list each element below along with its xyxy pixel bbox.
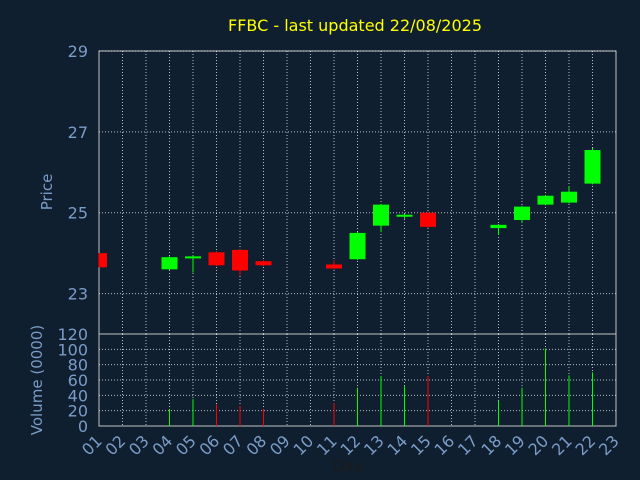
candle-body [537,195,554,205]
candle-body [490,224,507,229]
candle-body [584,150,601,184]
candle-body [514,206,530,220]
candle-body [232,249,248,271]
volume-tick-label: 20 [68,402,88,421]
candle-body [99,253,107,268]
candle-body [185,256,201,259]
price-pane: 23 25 27 29 Price [38,42,617,335]
candlestick-series [98,148,601,276]
price-tick-label: 23 [68,285,88,304]
price-tick-labels: 23 25 27 29 [68,42,88,304]
volume-tick-label: 40 [68,386,88,405]
candle-body [396,214,413,217]
price-tick-label: 29 [68,42,88,61]
candle-body [373,204,389,226]
price-tick-label: 27 [68,123,88,142]
x-tick-labels: 0102030405060708091011121314151617181920… [78,431,623,459]
volume-tick-label: 60 [68,371,88,390]
price-axis-label: Price [38,174,56,211]
candle-body [208,252,225,266]
volume-tick-label: 100 [57,340,88,359]
candle-body [349,232,366,260]
candle-body [561,191,577,203]
candle-body [420,212,436,227]
volume-axis-label: Volume (0000) [28,325,46,435]
volume-tick-label: 0 [78,417,88,436]
price-tick-label: 25 [68,204,88,223]
volume-tick-label: 80 [68,356,88,375]
x-axis-label: Day [333,457,363,475]
volume-tick-label: 120 [57,325,88,344]
candle-body [326,264,342,269]
candle-body [161,257,178,270]
chart-title: FFBC - last updated 22/08/2025 [228,16,482,35]
candle-body [255,261,272,266]
volume-bar-series [169,348,593,426]
